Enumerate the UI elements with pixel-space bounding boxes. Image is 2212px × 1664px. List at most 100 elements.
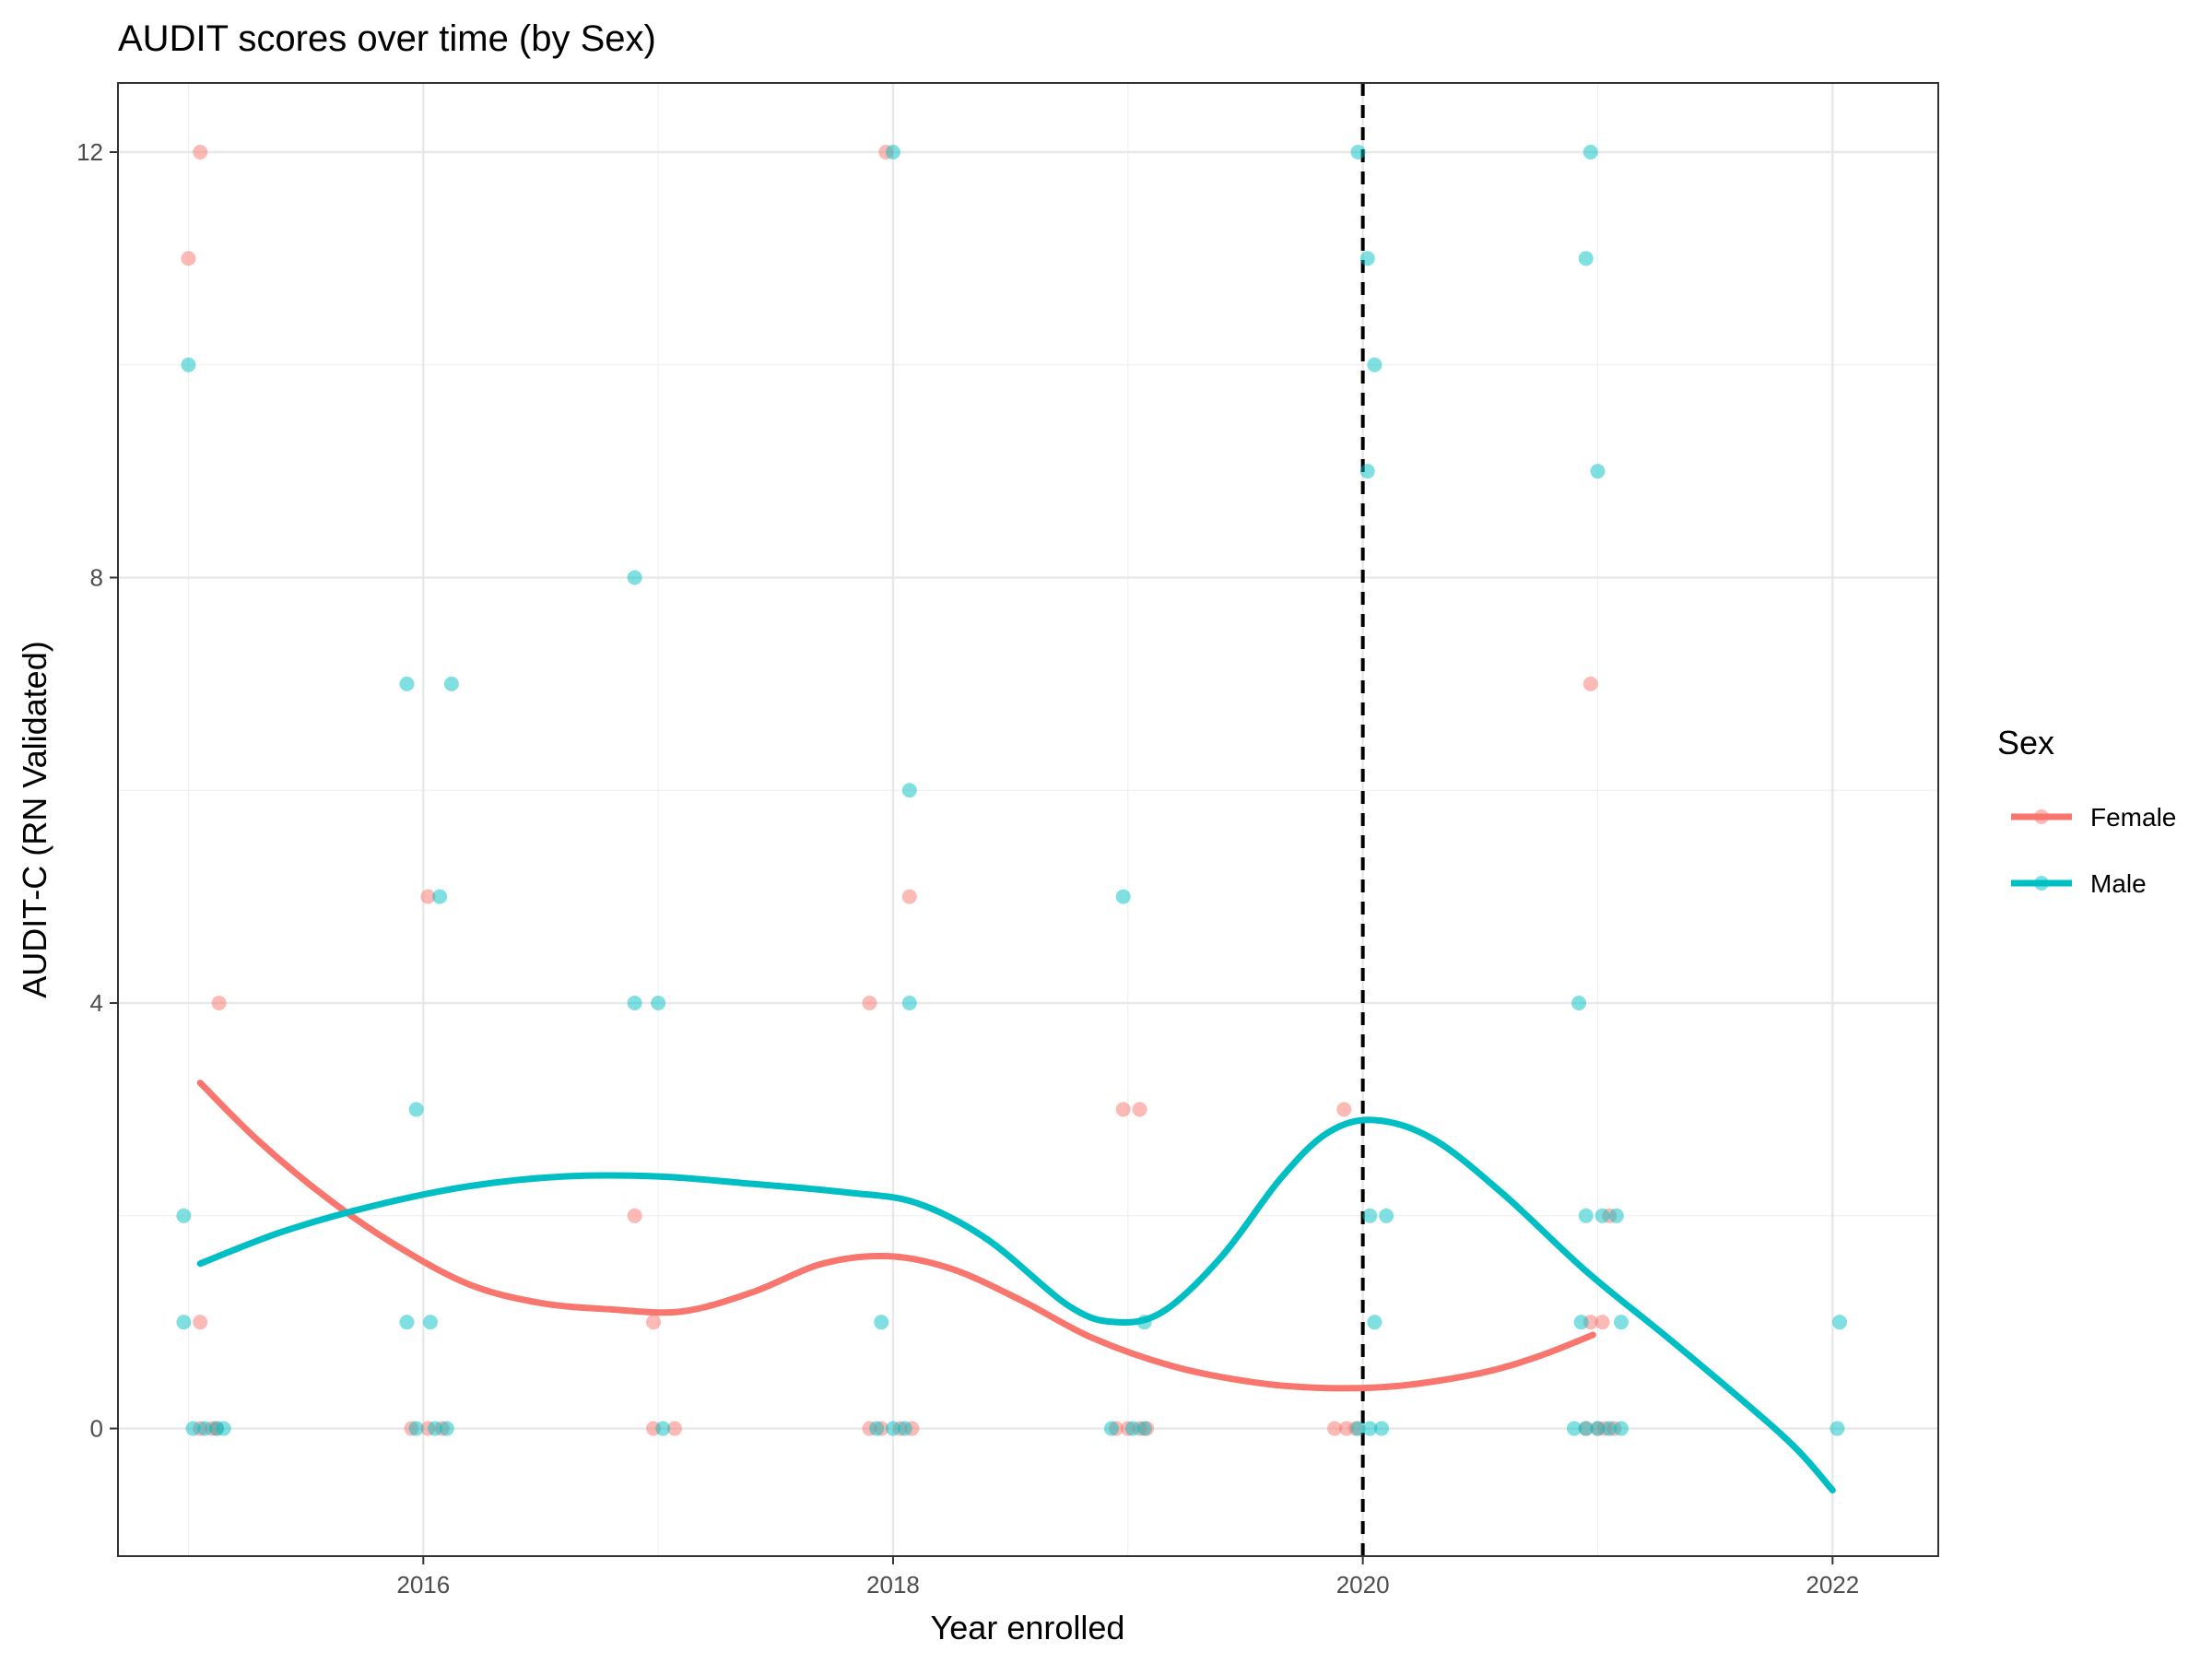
y-tick-label: 0 xyxy=(90,1415,103,1443)
male-point xyxy=(408,1421,424,1436)
male-point xyxy=(1613,1421,1629,1436)
male-point xyxy=(885,1421,900,1436)
male-point xyxy=(1590,464,1606,479)
x-tick-label: 2022 xyxy=(1806,1571,1859,1599)
male-point xyxy=(422,1315,438,1330)
legend-item-male: Male xyxy=(2011,869,2147,898)
legend-label: Male xyxy=(2090,869,2147,898)
legend-label: Female xyxy=(2090,803,2176,832)
male-point xyxy=(1350,144,1366,159)
smooth-layer xyxy=(196,1080,1836,1493)
male-point xyxy=(399,676,415,691)
male-point xyxy=(874,1315,889,1330)
male-point xyxy=(655,1421,671,1436)
female-point xyxy=(193,1315,208,1330)
male-point xyxy=(428,1421,443,1436)
male-point xyxy=(1124,1421,1140,1436)
male-point xyxy=(432,889,448,904)
male-point xyxy=(439,1421,454,1436)
x-tick-label: 2016 xyxy=(396,1571,450,1599)
y-tick-label: 4 xyxy=(90,989,103,1017)
female-point xyxy=(1115,1102,1131,1117)
male-point xyxy=(1374,1421,1390,1436)
female-point xyxy=(420,889,436,904)
male-point xyxy=(1578,1421,1594,1436)
male-point xyxy=(443,676,459,691)
male-point xyxy=(1608,1208,1624,1223)
male-point xyxy=(408,1102,424,1117)
male-point xyxy=(1567,1421,1582,1436)
male-point xyxy=(181,357,196,372)
male-point xyxy=(1602,1421,1618,1436)
male-point xyxy=(885,144,900,159)
chart-title: AUDIT scores over time (by Sex) xyxy=(118,18,656,59)
male-point xyxy=(197,1421,213,1436)
male-point xyxy=(1594,1208,1610,1223)
male-point xyxy=(1350,1421,1366,1436)
legend-items: Female Male xyxy=(2011,803,2176,898)
male-point xyxy=(1379,1208,1394,1223)
female-point xyxy=(666,1421,682,1436)
male-point xyxy=(1590,1421,1606,1436)
y-tick-label: 12 xyxy=(76,138,103,166)
male-point xyxy=(901,996,917,1011)
female-point xyxy=(646,1315,662,1330)
male-point xyxy=(901,783,917,798)
male-smooth-line xyxy=(196,1116,1836,1493)
female-point xyxy=(211,996,227,1011)
male-point xyxy=(185,1421,201,1436)
male-point xyxy=(1367,1315,1382,1330)
points-layer xyxy=(176,144,1847,1436)
male-point xyxy=(399,1315,415,1330)
female-smooth-line xyxy=(196,1080,1596,1392)
female-point xyxy=(193,144,208,159)
male-point xyxy=(627,996,642,1011)
female-point xyxy=(1594,1315,1610,1330)
female-point xyxy=(1327,1421,1343,1436)
legend: Sex Female Male xyxy=(1997,724,2176,898)
male-point xyxy=(627,570,642,585)
male-point xyxy=(1359,251,1375,266)
legend-item-female: Female xyxy=(2011,803,2176,832)
y-axis-title: AUDIT-C (RN Validated) xyxy=(16,641,53,997)
x-axis-title: Year enrolled xyxy=(931,1609,1125,1646)
female-point xyxy=(901,889,917,904)
legend-key-point xyxy=(2034,809,2049,824)
female-point xyxy=(627,1208,642,1223)
female-point xyxy=(1132,1102,1147,1117)
male-point xyxy=(897,1421,912,1436)
male-point xyxy=(1830,1421,1845,1436)
x-tick-label: 2020 xyxy=(1336,1571,1390,1599)
male-point xyxy=(1578,1208,1594,1223)
panel-border xyxy=(117,82,1939,1557)
male-point xyxy=(1831,1315,1847,1330)
male-point xyxy=(176,1208,192,1223)
male-point xyxy=(1583,144,1598,159)
x-tick-label: 2018 xyxy=(866,1571,920,1599)
y-tick-label: 8 xyxy=(90,564,103,592)
male-point xyxy=(869,1421,885,1436)
legend-key-point xyxy=(2034,876,2049,891)
female-point xyxy=(862,996,877,1011)
male-point xyxy=(1103,1421,1119,1436)
male-point xyxy=(1362,1421,1378,1436)
male-point xyxy=(1571,996,1587,1011)
male-point xyxy=(1359,464,1375,479)
male-point xyxy=(1367,357,1382,372)
ticks-layer: 2016 2018 2020 2022 0 4 8 12 xyxy=(76,138,1859,1599)
male-point xyxy=(1613,1315,1629,1330)
female-point xyxy=(1336,1102,1352,1117)
legend-title: Sex xyxy=(1997,724,2054,761)
male-point xyxy=(176,1315,192,1330)
male-point xyxy=(1578,251,1594,266)
female-point xyxy=(1583,676,1598,691)
male-point xyxy=(216,1421,231,1436)
male-point xyxy=(1136,1421,1152,1436)
female-point xyxy=(181,251,196,266)
male-point xyxy=(651,996,666,1011)
male-point xyxy=(1362,1208,1378,1223)
male-point xyxy=(1573,1315,1589,1330)
male-point xyxy=(1115,889,1131,904)
